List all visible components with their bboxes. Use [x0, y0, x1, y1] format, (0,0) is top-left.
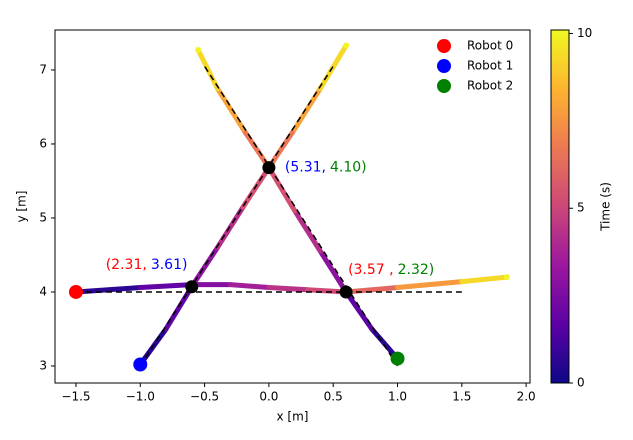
annotation-part: (2.31, — [106, 257, 147, 273]
annotation: (3.57 , 2.32) — [348, 262, 434, 278]
legend-label: Robot 0 — [467, 39, 513, 53]
annotation: (5.31, 4.10) — [285, 160, 367, 176]
legend-marker — [437, 79, 451, 93]
start-marker — [390, 351, 405, 366]
trajectory-segment — [266, 285, 310, 293]
end-marker — [195, 46, 202, 53]
trajectory-segment — [292, 208, 323, 254]
annotation-part: 2.32) — [398, 262, 435, 278]
y-tick-label: 4 — [39, 284, 47, 298]
trajectory-segment — [266, 165, 298, 214]
legend-label: Robot 2 — [467, 79, 513, 93]
trajectory-segment — [214, 85, 246, 132]
colorbar-tick-label: 10 — [577, 26, 592, 40]
start-marker — [68, 284, 83, 299]
annotation-part: 4.10) — [330, 160, 367, 176]
y-tick-label: 3 — [39, 358, 47, 372]
end-marker — [343, 42, 350, 49]
annotation-part: (5.31, — [285, 160, 326, 176]
y-tick-label: 7 — [39, 62, 47, 76]
x-tick-label: −1.0 — [126, 390, 155, 404]
end-marker — [503, 274, 510, 281]
colorbar-tick-label: 0 — [577, 376, 585, 390]
legend-marker — [437, 59, 451, 73]
annotation: (2.31, 3.61) — [106, 257, 188, 273]
y-tick-label: 5 — [39, 210, 47, 224]
intersection — [339, 285, 353, 299]
plot-area — [68, 42, 510, 372]
trajectory-segment — [240, 126, 272, 171]
trajectory-segment — [195, 47, 220, 91]
intersection — [262, 161, 276, 175]
x-tick-label: 1.5 — [452, 390, 471, 404]
x-tick-label: 2.0 — [517, 390, 536, 404]
plot-frame — [54, 29, 531, 384]
trajectory-segment — [395, 279, 465, 291]
x-tick-label: 0.0 — [259, 390, 278, 404]
x-tick-label: −1.5 — [61, 390, 90, 404]
trajectory-segment — [137, 282, 195, 291]
trajectory-segment — [227, 282, 272, 291]
annotation-part: (3.57 , — [348, 262, 394, 278]
x-axis-label: x [m] — [277, 410, 309, 424]
intersection — [185, 280, 199, 294]
colorbar — [550, 29, 570, 384]
x-tick-label: 0.5 — [324, 390, 343, 404]
trajectory-segment — [163, 284, 195, 332]
legend-marker — [437, 39, 451, 53]
y-tick-label: 6 — [39, 136, 47, 150]
trajectory-segment — [343, 285, 401, 295]
trajectory-segment — [292, 85, 323, 132]
x-tick-label: −0.5 — [190, 390, 219, 404]
annotation-part: 3.61) — [151, 257, 188, 273]
colorbar-label: Time (s) — [599, 182, 613, 232]
trajectory-segment — [459, 274, 510, 285]
y-axis-label: y [m] — [15, 191, 29, 223]
legend-label: Robot 1 — [467, 59, 513, 73]
trajectory-segment — [343, 289, 375, 332]
x-tick-label: 1.0 — [388, 390, 407, 404]
trajectory-segment — [317, 248, 349, 295]
colorbar-tick-label: 5 — [577, 201, 585, 215]
start-marker — [133, 357, 148, 372]
trajectory-segment — [266, 126, 298, 171]
